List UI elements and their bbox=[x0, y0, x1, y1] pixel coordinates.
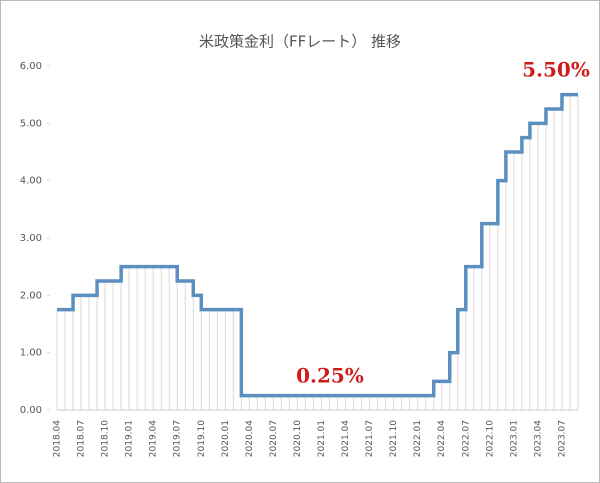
x-tick-label: 2021.01 bbox=[317, 420, 327, 457]
x-tick-label: 2018.04 bbox=[53, 420, 63, 457]
annotation: 0.25% bbox=[296, 364, 364, 388]
y-tick-label: 4.00 bbox=[20, 176, 42, 187]
x-tick-label: 2019.04 bbox=[149, 420, 159, 457]
x-tick-label: 2023.07 bbox=[557, 420, 567, 457]
x-tick-label: 2019.01 bbox=[125, 420, 135, 457]
y-tick-label: 0.00 bbox=[20, 405, 42, 416]
x-tick-label: 2019.10 bbox=[197, 420, 207, 457]
y-tick-label: 3.00 bbox=[20, 233, 42, 244]
x-tick-label: 2021.07 bbox=[365, 420, 375, 457]
y-tick-label: 1.00 bbox=[20, 348, 42, 359]
y-tick-label: 2.00 bbox=[20, 290, 42, 301]
x-tick-label: 2018.10 bbox=[101, 420, 111, 457]
x-tick-label: 2022.04 bbox=[437, 420, 447, 457]
chart-title: 米政策金利（FFレート） 推移 bbox=[199, 33, 401, 51]
y-tick-label: 6.00 bbox=[20, 61, 42, 72]
x-tick-label: 2022.01 bbox=[413, 420, 423, 457]
x-tick-label: 2018.07 bbox=[77, 420, 87, 457]
x-tick-label: 2022.10 bbox=[485, 420, 495, 457]
x-tick-label: 2020.01 bbox=[221, 420, 231, 457]
x-tick-label: 2020.10 bbox=[293, 420, 303, 457]
x-tick-label: 2020.07 bbox=[269, 420, 279, 457]
x-tick-label: 2021.04 bbox=[341, 420, 351, 457]
step-line bbox=[57, 92, 578, 398]
x-tick-label: 2022.07 bbox=[461, 420, 471, 457]
x-tick-label: 2021.10 bbox=[389, 420, 399, 457]
x-tick-label: 2019.07 bbox=[173, 420, 183, 457]
y-tick-label: 5.00 bbox=[20, 118, 42, 129]
annotation: 5.50% bbox=[522, 58, 590, 82]
x-tick-label: 2020.04 bbox=[245, 420, 255, 457]
x-tick-label: 2023.01 bbox=[509, 420, 519, 457]
x-tick-label: 2023.04 bbox=[533, 420, 543, 457]
